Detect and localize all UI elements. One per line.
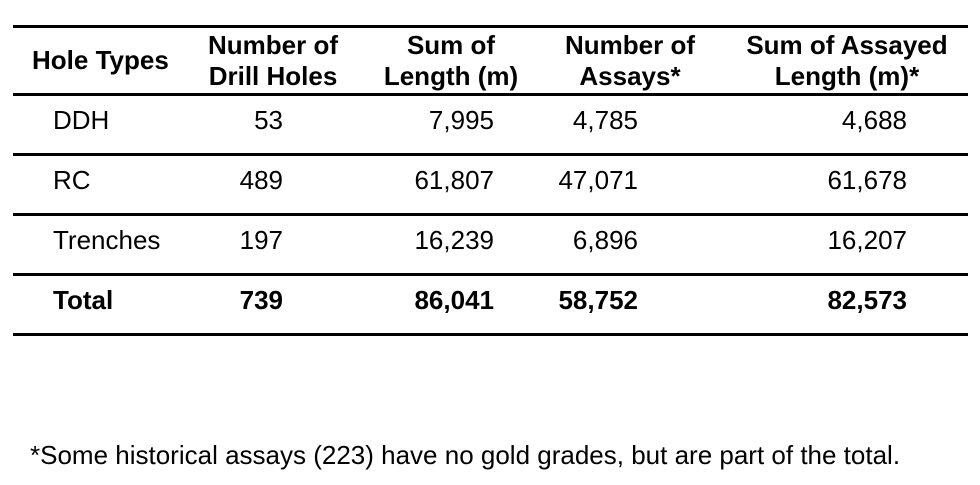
table-row-trenches: Trenches 197 16,239 6,896 16,207 [13,215,968,275]
cell-assayed-length: 82,573 [827,285,907,315]
cell-assayed-length: 61,678 [827,165,907,195]
cell-assays: 47,071 [558,165,638,195]
header-sum-of-assayed-length: Sum of Assayed Length (m)* [746,29,948,91]
header-hole-types: Hole Types [32,45,169,75]
footnote: *Some historical assays (223) have no go… [30,440,901,470]
table-row-total: Total 739 86,041 58,752 82,573 [13,275,968,335]
cell-sum-length: 61,807 [414,165,494,195]
cell-hole-type: DDH [53,105,110,135]
cell-sum-length: 16,239 [414,225,494,255]
table-row-rc: RC 489 61,807 47,071 61,678 [13,155,968,215]
drill-hole-summary-table: Hole Types Number of Drill Holes Sum of … [13,25,968,336]
cell-sum-length: 86,041 [414,285,494,315]
cell-sum-length: 7,995 [428,105,494,135]
header-number-of-assays: Number of Assays* [565,29,695,91]
header-sum-of-length: Sum of Length (m) [383,29,519,91]
cell-hole-type: Total [53,285,114,315]
cell-drill-holes: 53 [254,105,283,135]
cell-drill-holes: 739 [239,285,283,315]
cell-assays: 4,785 [572,105,638,135]
table-header-row: Hole Types Number of Drill Holes Sum of … [13,26,968,95]
table-row-ddh: DDH 53 7,995 4,785 4,688 [13,95,968,155]
cell-drill-holes: 489 [239,165,283,195]
cell-assays: 6,896 [572,225,638,255]
cell-drill-holes: 197 [239,225,283,255]
cell-hole-type: RC [53,165,91,195]
cell-assayed-length: 16,207 [827,225,907,255]
cell-assayed-length: 4,688 [841,105,907,135]
cell-hole-type: Trenches [53,225,161,255]
header-number-of-drill-holes: Number of Drill Holes [208,29,338,91]
cell-assays: 58,752 [558,285,638,315]
